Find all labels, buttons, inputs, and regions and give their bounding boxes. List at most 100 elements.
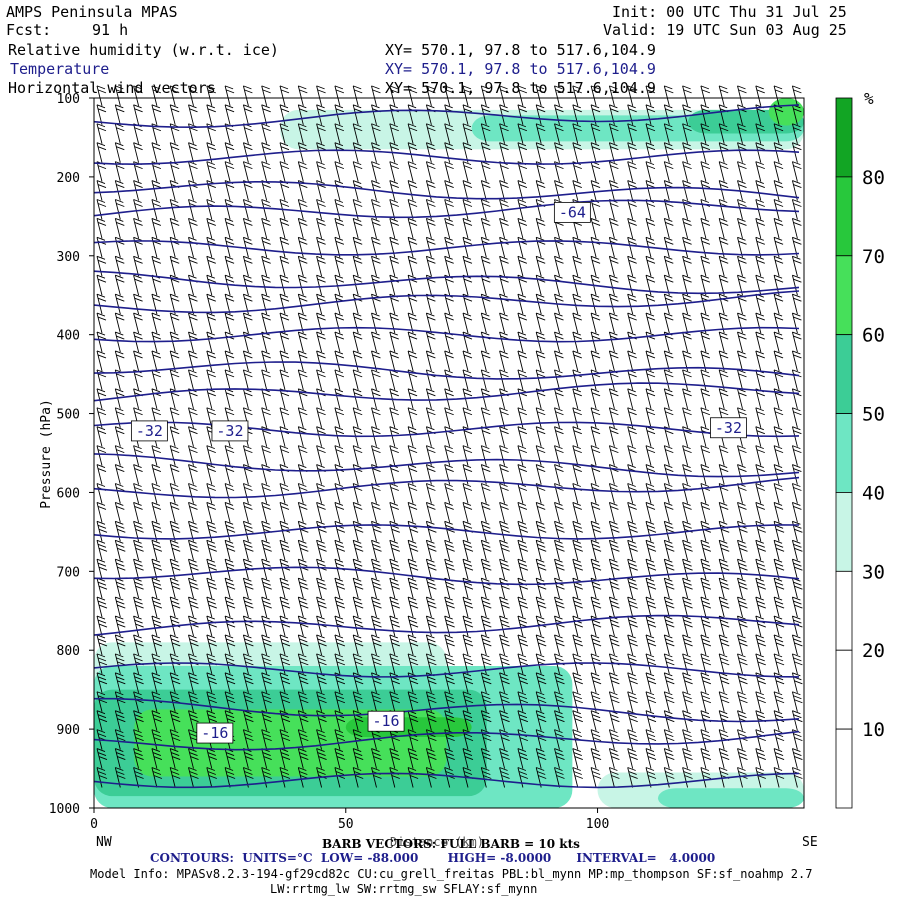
wind-barb xyxy=(297,274,308,296)
wind-barb xyxy=(261,369,271,390)
wind-barb xyxy=(133,483,143,504)
wind-barb xyxy=(297,123,308,144)
wind-barb xyxy=(279,85,290,106)
wind-barb xyxy=(737,199,747,220)
wind-barb xyxy=(627,388,637,409)
wind-barb xyxy=(682,388,692,409)
wind-barb xyxy=(316,350,326,372)
wind-barb xyxy=(627,312,637,334)
wind-barb xyxy=(462,710,474,731)
wind-barb xyxy=(517,85,528,106)
wind-barb xyxy=(169,407,180,428)
wind-barb xyxy=(316,520,327,542)
wind-barb xyxy=(535,710,547,731)
wind-barb xyxy=(316,634,327,656)
wind-barb xyxy=(718,199,729,220)
wind-barb xyxy=(188,388,198,409)
wind-barb xyxy=(389,407,399,428)
wind-barb xyxy=(352,123,363,144)
wind-barb xyxy=(114,350,125,372)
wind-barb xyxy=(206,445,216,466)
wind-barb xyxy=(224,218,235,239)
wind-barb xyxy=(572,558,583,580)
wind-barb xyxy=(535,691,547,712)
wind-barb xyxy=(517,445,528,466)
wind-barb xyxy=(755,634,766,656)
wind-barb xyxy=(114,123,125,144)
wind-barb xyxy=(206,255,216,277)
wind-barb xyxy=(371,369,381,390)
wind-barb xyxy=(96,236,107,258)
wind-barb xyxy=(590,161,601,182)
wind-barb xyxy=(206,85,216,106)
wind-barb xyxy=(718,274,729,296)
wind-barb xyxy=(316,312,326,334)
wind-barb xyxy=(499,672,510,693)
wind-barb xyxy=(261,218,271,239)
wind-barb xyxy=(169,199,180,220)
wind-barb xyxy=(645,293,656,315)
wind-barb xyxy=(133,615,144,637)
wind-barb xyxy=(407,85,418,106)
wind-barb xyxy=(535,672,547,693)
wind-barb xyxy=(206,502,216,523)
wind-barb xyxy=(444,312,454,334)
wind-barb xyxy=(499,388,509,409)
wind-barb xyxy=(682,445,692,466)
wind-barb xyxy=(242,520,254,542)
wind-barb xyxy=(151,274,162,296)
wind-barb xyxy=(590,350,601,372)
wind-barb xyxy=(682,691,693,712)
wind-barb xyxy=(261,615,272,637)
wind-barb xyxy=(737,691,748,712)
wind-barb xyxy=(206,312,216,334)
wind-barb xyxy=(279,104,290,125)
wind-barb xyxy=(554,691,565,712)
wind-barb xyxy=(554,388,564,409)
wind-barb xyxy=(663,407,674,428)
wind-barb xyxy=(96,199,107,220)
wind-barb xyxy=(499,236,509,258)
wind-barb xyxy=(407,520,419,542)
wind-barb xyxy=(517,653,529,674)
wind-barb xyxy=(480,710,492,731)
wind-barb xyxy=(96,653,108,674)
wind-barb xyxy=(682,596,693,618)
wind-barb xyxy=(480,236,491,258)
wind-barb xyxy=(462,445,473,466)
wind-barb xyxy=(188,161,198,182)
wind-barb xyxy=(791,85,802,106)
wind-barb xyxy=(169,180,180,201)
wind-barb xyxy=(224,293,235,315)
wind-barb xyxy=(462,104,473,125)
wind-barb xyxy=(96,748,108,769)
wind-barb xyxy=(316,445,326,466)
wind-barb xyxy=(389,691,400,712)
wind-barb xyxy=(407,691,419,712)
wind-barb xyxy=(645,502,656,523)
wind-barb xyxy=(608,672,620,693)
wind-barb xyxy=(791,218,802,239)
wind-barb xyxy=(755,445,765,466)
wind-barb xyxy=(791,748,803,769)
contour-label-box: -32 xyxy=(710,417,747,439)
wind-barb xyxy=(645,426,656,447)
wind-barb xyxy=(96,502,107,523)
wind-barb xyxy=(718,142,729,163)
wind-barb xyxy=(188,274,198,296)
wind-barb xyxy=(755,748,766,769)
colorbar-segment xyxy=(835,334,853,414)
wind-barb xyxy=(169,426,180,447)
wind-barb xyxy=(517,502,528,523)
wind-barb xyxy=(444,539,455,561)
wind-barb xyxy=(645,350,656,372)
wind-barb xyxy=(535,104,546,125)
wind-barb xyxy=(407,142,418,163)
wind-barb xyxy=(114,407,125,428)
wind-barb xyxy=(96,539,108,561)
wind-barb xyxy=(554,85,564,106)
wind-barb xyxy=(334,180,345,201)
wind-barb xyxy=(480,218,491,239)
wind-barb xyxy=(425,388,436,409)
wind-barb xyxy=(279,672,291,693)
